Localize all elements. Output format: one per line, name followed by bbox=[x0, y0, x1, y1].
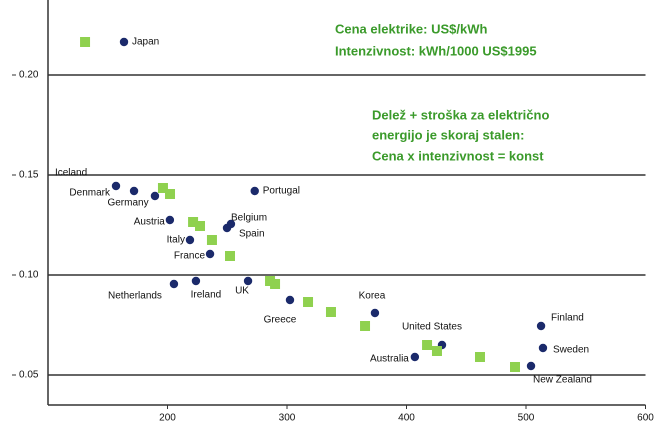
point bbox=[270, 279, 281, 289]
point bbox=[111, 181, 121, 191]
point bbox=[119, 37, 129, 47]
point-label: Germany bbox=[107, 198, 148, 209]
point bbox=[526, 361, 536, 371]
point-label: Denmark bbox=[69, 188, 111, 199]
point bbox=[195, 221, 206, 231]
annotation: Cena elektrike: US$/kWh bbox=[335, 21, 488, 36]
point bbox=[243, 276, 253, 286]
point bbox=[303, 297, 314, 307]
annotation: Intenzivnost: kWh/1000 US$1995 bbox=[335, 43, 537, 58]
point bbox=[191, 276, 201, 286]
y-tick-label: 0.05 bbox=[19, 370, 39, 381]
point-label: Iceland bbox=[55, 168, 87, 179]
x-tick-label: 400 bbox=[398, 413, 415, 424]
point bbox=[205, 249, 215, 259]
point-label: Ireland bbox=[191, 290, 222, 301]
point bbox=[80, 37, 91, 47]
point-label: Portugal bbox=[263, 186, 300, 197]
point bbox=[431, 346, 442, 356]
point bbox=[360, 321, 371, 331]
point bbox=[185, 235, 195, 245]
point-label: Spain bbox=[239, 229, 265, 240]
point bbox=[422, 340, 433, 350]
y-tick-label: 0.20 bbox=[19, 70, 39, 81]
point-label: Finland bbox=[551, 313, 584, 324]
point-label: Netherlands bbox=[108, 291, 162, 302]
point-label: Japan bbox=[132, 37, 159, 48]
point bbox=[265, 276, 276, 286]
point-label: Belgium bbox=[231, 213, 267, 224]
point-label: France bbox=[174, 251, 206, 262]
point bbox=[206, 235, 217, 245]
point bbox=[224, 251, 235, 261]
point-label: United States bbox=[402, 322, 462, 333]
point-label: New Zealand bbox=[533, 375, 592, 386]
annotation: energijo je skoraj stalen: bbox=[372, 127, 524, 142]
point bbox=[536, 321, 546, 331]
x-tick-label: 300 bbox=[279, 413, 296, 424]
point bbox=[510, 362, 521, 372]
point bbox=[285, 295, 295, 305]
point bbox=[226, 219, 236, 229]
point bbox=[129, 186, 139, 196]
annotation: Delež + stroška za električno bbox=[372, 107, 549, 122]
y-tick-label: 0.15 bbox=[19, 170, 39, 181]
point bbox=[165, 215, 175, 225]
point bbox=[157, 183, 168, 193]
point bbox=[325, 307, 336, 317]
point bbox=[165, 189, 176, 199]
point bbox=[150, 191, 160, 201]
point-label: Sweden bbox=[553, 345, 589, 356]
point bbox=[250, 186, 259, 196]
point bbox=[188, 217, 199, 227]
point bbox=[370, 308, 380, 318]
point-label: Austria bbox=[134, 217, 166, 228]
point-label: UK bbox=[235, 286, 249, 297]
annotation: Cena x intenzivnost = konst bbox=[372, 148, 544, 163]
x-tick-label: 200 bbox=[159, 413, 176, 424]
point-label: Korea bbox=[359, 291, 386, 302]
point bbox=[169, 279, 179, 289]
point bbox=[474, 352, 485, 362]
x-tick-label: 500 bbox=[518, 413, 535, 424]
point-label: Italy bbox=[167, 235, 185, 246]
point bbox=[538, 343, 548, 353]
x-tick-label: 600 bbox=[637, 413, 654, 424]
point bbox=[410, 352, 420, 362]
point-label: Greece bbox=[264, 315, 297, 326]
y-tick-label: 0.10 bbox=[19, 270, 39, 281]
point-label: Australia bbox=[370, 354, 409, 365]
